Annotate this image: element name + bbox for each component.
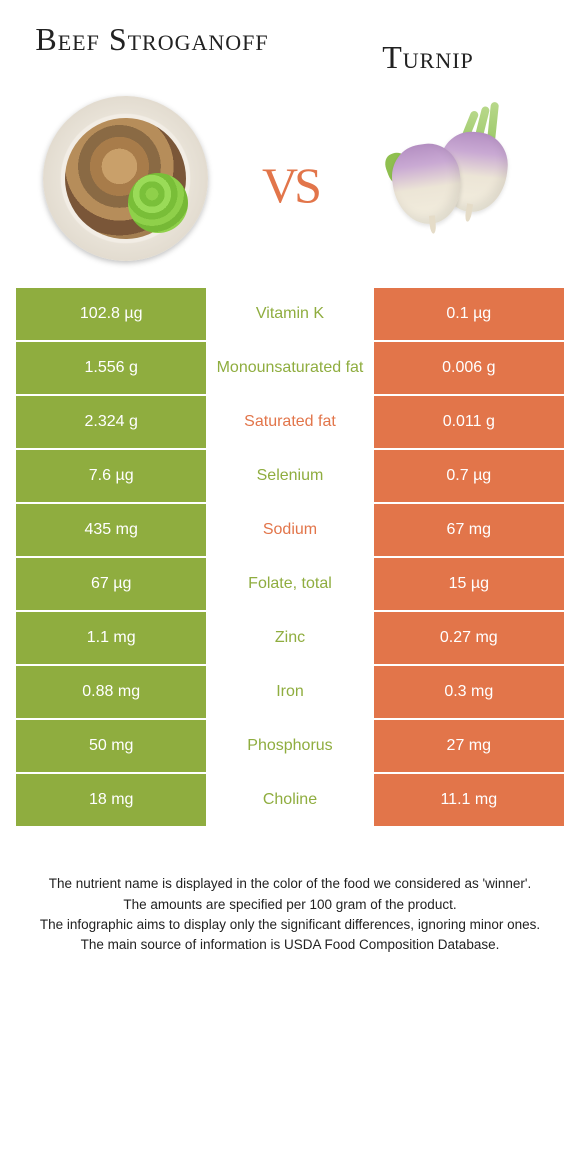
nutrient-name: Selenium	[208, 450, 371, 502]
food1-value: 2.324 g	[16, 396, 206, 448]
title-row: Beef Stroganoff Turnip	[14, 20, 566, 76]
table-row: 7.6 µgSelenium0.7 µg	[16, 450, 564, 502]
table-row: 18 mgCholine11.1 mg	[16, 774, 564, 826]
food1-value: 1.1 mg	[16, 612, 206, 664]
nutrient-name: Monounsaturated fat	[208, 342, 371, 394]
nutrient-name: Vitamin K	[208, 288, 371, 340]
nutrient-name: Phosphorus	[208, 720, 371, 772]
food1-title: Beef Stroganoff	[14, 20, 290, 58]
food1-value: 102.8 µg	[16, 288, 206, 340]
food2-value: 0.006 g	[374, 342, 564, 394]
food2-value: 0.1 µg	[374, 288, 564, 340]
turnip-icon	[385, 108, 525, 248]
nutrient-name: Zinc	[208, 612, 371, 664]
food2-value: 0.3 mg	[374, 666, 564, 718]
table-row: 0.88 mgIron0.3 mg	[16, 666, 564, 718]
food1-value: 7.6 µg	[16, 450, 206, 502]
food1-value: 1.556 g	[16, 342, 206, 394]
food2-value: 67 mg	[374, 504, 564, 556]
infographic-container: Beef Stroganoff Turnip vs 102.8 µgVitami…	[0, 0, 580, 975]
stroganoff-plate-icon	[43, 96, 208, 261]
table-row: 1.1 mgZinc0.27 mg	[16, 612, 564, 664]
nutrient-table: 102.8 µgVitamin K0.1 µg1.556 gMonounsatu…	[14, 286, 566, 828]
food1-value: 18 mg	[16, 774, 206, 826]
footnote-line: The nutrient name is displayed in the co…	[24, 874, 556, 894]
table-row: 50 mgPhosphorus27 mg	[16, 720, 564, 772]
footnote-line: The main source of information is USDA F…	[24, 935, 556, 955]
table-row: 2.324 gSaturated fat0.011 g	[16, 396, 564, 448]
footnotes: The nutrient name is displayed in the co…	[14, 874, 566, 975]
food2-value: 27 mg	[374, 720, 564, 772]
nutrient-name: Folate, total	[208, 558, 371, 610]
food1-value: 0.88 mg	[16, 666, 206, 718]
nutrient-name: Choline	[208, 774, 371, 826]
food1-value: 435 mg	[16, 504, 206, 556]
table-row: 102.8 µgVitamin K0.1 µg	[16, 288, 564, 340]
table-row: 435 mgSodium67 mg	[16, 504, 564, 556]
food2-title: Turnip	[290, 20, 566, 76]
food2-image	[370, 93, 540, 263]
footnote-line: The amounts are specified per 100 gram o…	[24, 895, 556, 915]
nutrient-name: Saturated fat	[208, 396, 371, 448]
table-row: 1.556 gMonounsaturated fat0.006 g	[16, 342, 564, 394]
table-row: 67 µgFolate, total15 µg	[16, 558, 564, 610]
footnote-line: The infographic aims to display only the…	[24, 915, 556, 935]
food1-value: 50 mg	[16, 720, 206, 772]
nutrient-name: Iron	[208, 666, 371, 718]
food1-value: 67 µg	[16, 558, 206, 610]
images-row: vs	[14, 88, 566, 268]
food2-value: 11.1 mg	[374, 774, 564, 826]
food2-value: 0.7 µg	[374, 450, 564, 502]
food2-value: 0.011 g	[374, 396, 564, 448]
food2-value: 0.27 mg	[374, 612, 564, 664]
vs-label: vs	[262, 137, 318, 220]
food2-value: 15 µg	[374, 558, 564, 610]
food1-image	[40, 93, 210, 263]
nutrient-name: Sodium	[208, 504, 371, 556]
